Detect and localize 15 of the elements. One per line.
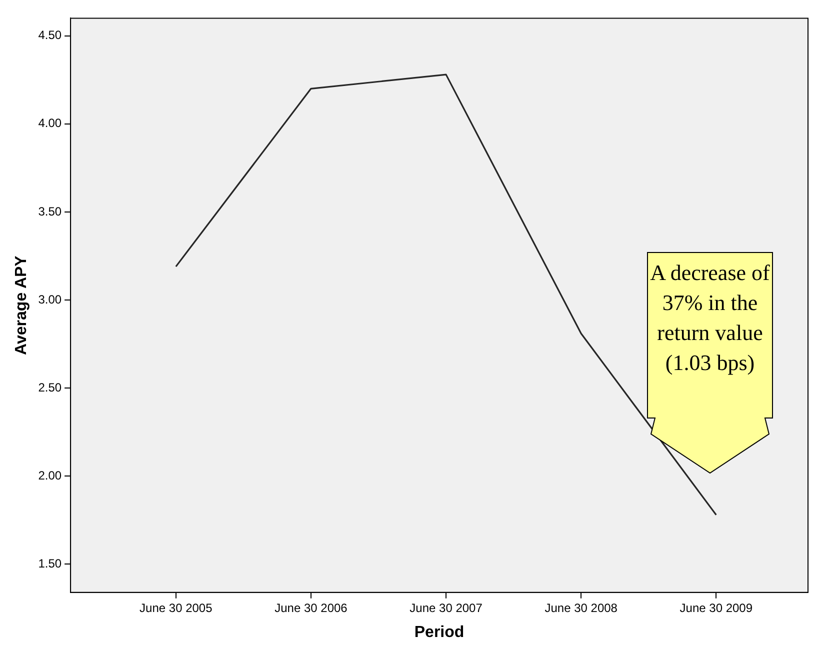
y-tick-label: 4.50 xyxy=(38,28,62,42)
y-tick-label: 4.00 xyxy=(38,116,62,130)
x-tick-label: June 30 2006 xyxy=(274,600,348,615)
x-tick-label: June 30 2005 xyxy=(140,600,213,615)
x-axis-title: Period xyxy=(414,624,464,641)
annotation: A decrease of 37% in the return value (1.03 bps) xyxy=(649,259,771,377)
y-tick-label: 2.50 xyxy=(38,380,62,394)
x-tick-label: June 30 2009 xyxy=(680,600,753,615)
y-tick-label: 3.00 xyxy=(38,292,62,306)
y-tick-label: 3.50 xyxy=(38,204,62,218)
x-tick-label: June 30 2007 xyxy=(410,600,483,615)
y-tick-label: 1.50 xyxy=(38,556,62,571)
x-tick-label: June 30 2008 xyxy=(544,600,618,615)
y-tick-label: 2.00 xyxy=(38,468,62,482)
y-axis-title: Average APY xyxy=(13,255,30,355)
